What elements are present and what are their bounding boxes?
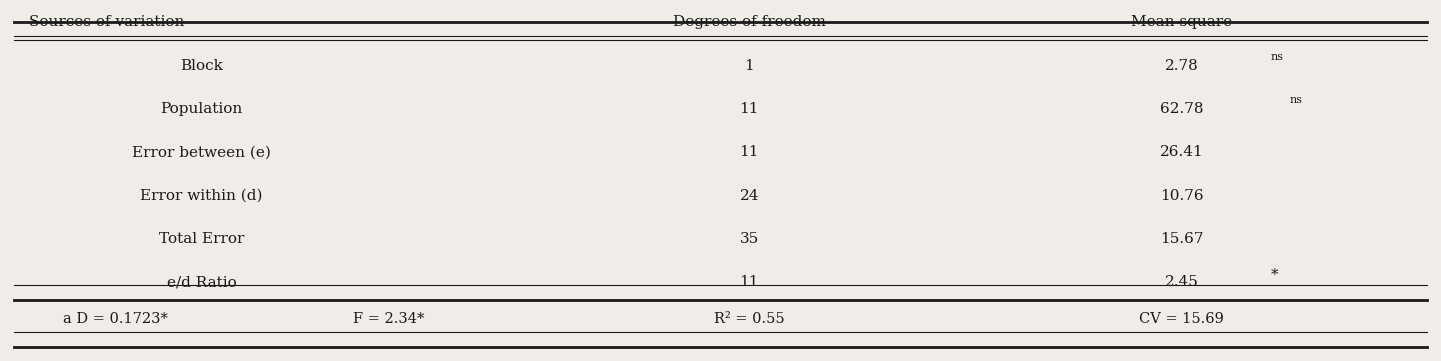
Text: 1: 1 xyxy=(745,59,754,73)
Text: a D = 0.1723*: a D = 0.1723* xyxy=(63,313,167,326)
Text: Error within (d): Error within (d) xyxy=(140,189,264,203)
Text: 11: 11 xyxy=(739,145,759,159)
Text: 2.45: 2.45 xyxy=(1164,275,1199,289)
Text: Sources of variation: Sources of variation xyxy=(29,15,184,29)
Text: 24: 24 xyxy=(739,189,759,203)
Text: ns: ns xyxy=(1290,95,1303,105)
Text: Total Error: Total Error xyxy=(159,232,245,246)
Text: 26.41: 26.41 xyxy=(1160,145,1203,159)
Text: F = 2.34*: F = 2.34* xyxy=(353,313,425,326)
Text: e/d Ratio: e/d Ratio xyxy=(167,275,236,289)
Text: CV = 15.69: CV = 15.69 xyxy=(1140,313,1223,326)
Text: *: * xyxy=(1271,268,1278,282)
Text: ns: ns xyxy=(1271,52,1284,62)
Text: 35: 35 xyxy=(739,232,759,246)
Text: 11: 11 xyxy=(739,102,759,116)
Text: Error between (e): Error between (e) xyxy=(133,145,271,159)
Text: R² = 0.55: R² = 0.55 xyxy=(713,313,785,326)
Text: 15.67: 15.67 xyxy=(1160,232,1203,246)
Text: Population: Population xyxy=(160,102,244,116)
Text: 2.78: 2.78 xyxy=(1164,59,1199,73)
Text: Mean square: Mean square xyxy=(1131,15,1232,29)
Text: 10.76: 10.76 xyxy=(1160,189,1203,203)
Text: Block: Block xyxy=(180,59,223,73)
Text: Degrees of freedom: Degrees of freedom xyxy=(673,15,826,29)
Text: 62.78: 62.78 xyxy=(1160,102,1203,116)
Text: 11: 11 xyxy=(739,275,759,289)
